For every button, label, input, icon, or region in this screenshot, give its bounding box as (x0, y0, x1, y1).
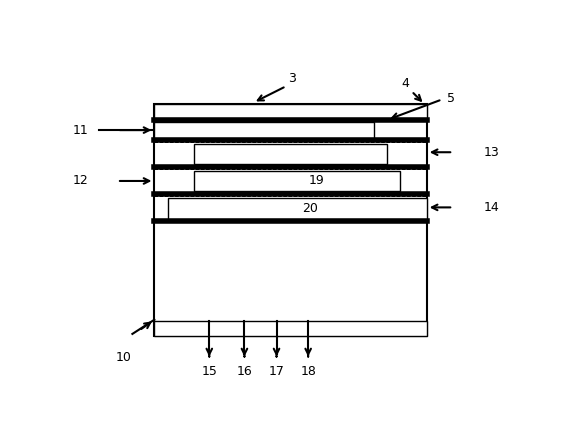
Bar (154, 121, 374, 139)
Text: 19: 19 (309, 174, 325, 187)
Bar (154, 321, 427, 335)
Text: 4: 4 (401, 77, 409, 90)
Bar (154, 104, 427, 335)
Text: 14: 14 (484, 201, 500, 214)
Text: 20: 20 (302, 202, 318, 215)
Text: 17: 17 (269, 366, 285, 378)
Text: 18: 18 (301, 366, 316, 378)
Bar (168, 199, 427, 220)
Text: 11: 11 (73, 124, 88, 136)
Bar (194, 171, 400, 191)
Text: 13: 13 (484, 146, 500, 159)
Bar (194, 144, 387, 164)
Bar (154, 104, 427, 119)
Text: 10: 10 (116, 350, 132, 363)
Text: 12: 12 (73, 175, 88, 187)
Text: 5: 5 (447, 92, 455, 105)
Text: 16: 16 (236, 366, 252, 378)
Text: 3: 3 (289, 72, 297, 85)
Text: 15: 15 (201, 366, 217, 378)
